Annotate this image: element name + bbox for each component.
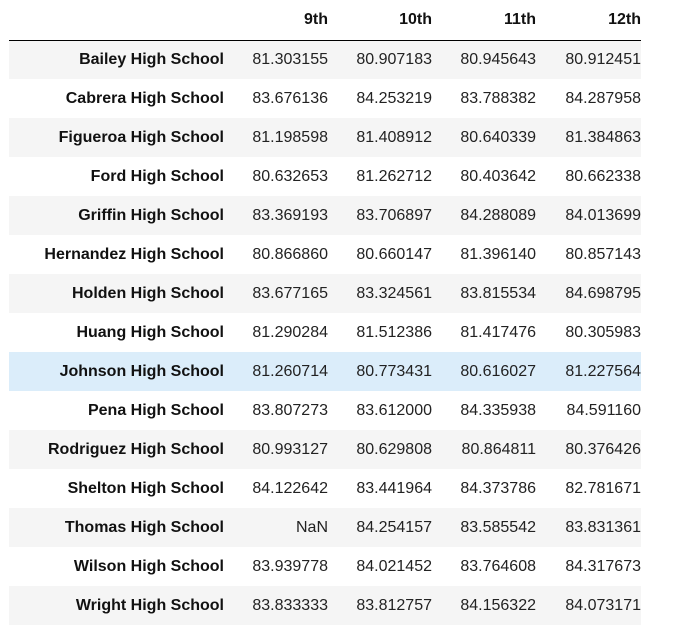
cell-value: 83.815534 (460, 284, 536, 302)
school-name: Johnson High School (59, 362, 224, 380)
header-row: 9th 10th 11th 12th (9, 0, 641, 41)
school-name: Hernandez High School (44, 245, 224, 263)
cell-value: 83.324561 (356, 284, 432, 302)
cell-value: 84.698795 (565, 284, 641, 302)
cell-value: 83.939778 (252, 557, 328, 575)
table-row: Huang High School 81.290284 81.512386 81… (9, 313, 641, 352)
cell-value: 83.369193 (252, 206, 328, 224)
cell-value: 84.591160 (566, 401, 641, 419)
table-row: Thomas High School NaN 84.254157 83.5855… (9, 508, 641, 547)
table-row: Wright High School 83.833333 83.812757 8… (9, 586, 641, 625)
cell-value: 80.912451 (565, 50, 641, 68)
cell-value: 81.260714 (252, 362, 328, 380)
table-row: Cabrera High School 83.676136 84.253219 … (9, 79, 641, 118)
cell-value: 84.317673 (565, 557, 641, 575)
table-row: Wilson High School 83.939778 84.021452 8… (9, 547, 641, 586)
cell-value: 80.660147 (356, 245, 432, 263)
table-row: Rodriguez High School 80.993127 80.62980… (9, 430, 641, 469)
school-name: Griffin High School (78, 206, 224, 224)
school-name: Thomas High School (64, 518, 224, 536)
school-name: Ford High School (90, 167, 224, 185)
cell-value: 80.773431 (356, 362, 432, 380)
dataframe-container: 9th 10th 11th 12th Bailey High School 81… (9, 0, 641, 625)
cell-value: 80.632653 (252, 167, 328, 185)
cell-value: 83.807273 (252, 401, 328, 419)
cell-value: 81.396140 (460, 245, 536, 263)
school-name: Wilson High School (73, 557, 224, 575)
cell-value: 83.764608 (460, 557, 536, 575)
cell-value: 83.676136 (252, 89, 328, 107)
column-header: 10th (328, 0, 432, 41)
cell-value: 84.253219 (356, 89, 432, 107)
column-header: 9th (224, 0, 328, 41)
cell-value: 80.864811 (461, 440, 536, 458)
cell-value: 80.945643 (460, 50, 536, 68)
cell-value: 83.706897 (356, 206, 432, 224)
table-row: Bailey High School 81.303155 80.907183 8… (9, 40, 641, 79)
cell-value: 80.616027 (460, 362, 536, 380)
cell-value: 84.122642 (252, 479, 328, 497)
cell-value: 81.303155 (252, 50, 328, 68)
cell-value: 80.376426 (565, 440, 641, 458)
school-name: Cabrera High School (65, 89, 224, 107)
cell-value: 80.640339 (460, 128, 536, 146)
table-row: Hernandez High School 80.866860 80.66014… (9, 235, 641, 274)
school-name: Figueroa High School (58, 128, 224, 146)
cell-value: 83.441964 (356, 479, 432, 497)
cell-value: 84.287958 (565, 89, 641, 107)
cell-value: 81.512386 (356, 323, 432, 341)
column-header: 11th (432, 0, 536, 41)
school-name: Rodriguez High School (48, 440, 224, 458)
cell-value: 83.788382 (460, 89, 536, 107)
cell-value: 80.907183 (356, 50, 432, 68)
cell-value: 84.288089 (460, 206, 536, 224)
table-row: Pena High School 83.807273 83.612000 84.… (9, 391, 641, 430)
cell-value: 84.254157 (356, 518, 432, 536)
cell-value: 81.198598 (252, 128, 328, 146)
cell-value: 84.156322 (460, 596, 536, 614)
cell-value: 81.408912 (356, 128, 432, 146)
school-name: Huang High School (76, 323, 224, 341)
school-name: Wright High School (75, 596, 224, 614)
school-name: Shelton High School (67, 479, 224, 497)
school-name: Holden High School (72, 284, 224, 302)
cell-value: 80.866860 (252, 245, 328, 263)
cell-value: 83.812757 (356, 596, 432, 614)
index-header (9, 0, 224, 41)
table-row: Ford High School 80.632653 81.262712 80.… (9, 157, 641, 196)
cell-value: 81.262712 (356, 167, 432, 185)
cell-value: 80.857143 (565, 245, 641, 263)
cell-value: 80.403642 (460, 167, 536, 185)
cell-value: 84.021452 (356, 557, 432, 575)
cell-value: 84.373786 (460, 479, 536, 497)
cell-value: 83.612000 (356, 401, 432, 419)
table-row: Shelton High School 84.122642 83.441964 … (9, 469, 641, 508)
cell-value: 82.781671 (565, 479, 641, 497)
cell-value: 83.831361 (565, 518, 641, 536)
cell-value: 81.417476 (460, 323, 536, 341)
cell-value: 83.585542 (460, 518, 536, 536)
table-body: Bailey High School 81.303155 80.907183 8… (9, 40, 641, 625)
cell-value: 80.629808 (356, 440, 432, 458)
cell-value: 80.305983 (565, 323, 641, 341)
cell-value: 80.993127 (252, 440, 328, 458)
table-row: Griffin High School 83.369193 83.706897 … (9, 196, 641, 235)
cell-value: 84.073171 (565, 596, 641, 614)
table-row: Holden High School 83.677165 83.324561 8… (9, 274, 641, 313)
table-row: Figueroa High School 81.198598 81.408912… (9, 118, 641, 157)
cell-value: 80.662338 (565, 167, 641, 185)
column-header: 12th (536, 0, 641, 41)
cell-value: NaN (295, 518, 328, 536)
cell-value: 81.290284 (252, 323, 328, 341)
cell-value: 84.013699 (565, 206, 641, 224)
table-row: Johnson High School 81.260714 80.773431 … (9, 352, 641, 391)
cell-value: 83.677165 (252, 284, 328, 302)
cell-value: 84.335938 (460, 401, 536, 419)
cell-value: 81.384863 (565, 128, 641, 146)
school-name: Bailey High School (79, 50, 224, 68)
school-name: Pena High School (87, 401, 224, 419)
cell-value: 81.227564 (565, 362, 641, 380)
scores-by-grade-table: 9th 10th 11th 12th Bailey High School 81… (9, 0, 641, 625)
cell-value: 83.833333 (252, 596, 328, 614)
